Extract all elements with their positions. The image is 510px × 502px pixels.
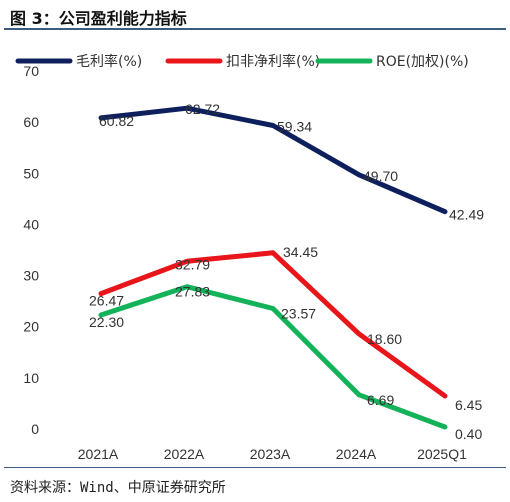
y-tick-label: 40	[23, 216, 39, 232]
data-label: 32.79	[175, 256, 210, 272]
legend: 毛利率(%) 扣非净利率(%) ROE(加权)(%)	[15, 53, 469, 70]
data-label: 42.49	[449, 207, 484, 223]
x-tick-label: 2024A	[336, 446, 377, 462]
data-label: 22.30	[89, 314, 124, 330]
series-line	[98, 284, 448, 430]
data-label: 0.40	[455, 426, 482, 442]
y-axis: 0 10 20 30 40 50 60 70	[23, 63, 39, 437]
data-label: 6.45	[455, 397, 482, 413]
x-tick-label: 2022A	[164, 446, 205, 462]
y-tick-label: 0	[31, 421, 39, 437]
legend-label: 扣非净利率(%)	[226, 53, 320, 70]
data-labels: 60.82 62.72 59.34 49.70 42.49 26.47 32.79 34.45…	[89, 101, 484, 442]
x-axis: 2021A 2022A 2023A 2024A 2025Q1	[78, 446, 467, 462]
legend-label: 毛利率(%)	[76, 53, 142, 70]
line-chart: 毛利率(%) 扣非净利率(%) ROE(加权)(%) 0 10 20 30 40 50 60 70…	[15, 53, 484, 462]
data-label: 60.82	[99, 113, 134, 129]
data-label: 6.69	[367, 392, 394, 408]
series-lines	[98, 105, 448, 430]
y-tick-label: 50	[23, 165, 39, 181]
y-tick-label: 10	[23, 370, 39, 386]
data-label: 18.60	[367, 331, 402, 347]
x-tick-label: 2021A	[78, 446, 119, 462]
y-tick-label: 70	[23, 63, 39, 79]
data-label: 26.47	[89, 293, 124, 309]
title-rule	[4, 28, 506, 30]
source-rule	[4, 467, 506, 468]
data-label: 49.70	[363, 168, 398, 184]
legend-label: ROE(加权)(%)	[376, 54, 469, 70]
y-tick-label: 30	[23, 268, 39, 284]
data-label: 27.83	[175, 284, 210, 300]
data-label: 62.72	[185, 101, 220, 117]
x-tick-label: 2023A	[250, 446, 291, 462]
y-tick-label: 20	[23, 319, 39, 335]
source-note: 资料来源：Wind、中原证券研究所	[10, 480, 226, 496]
series-line	[98, 105, 448, 215]
data-label: 34.45	[283, 244, 318, 260]
y-tick-label: 60	[23, 114, 39, 130]
data-label: 23.57	[281, 305, 316, 321]
x-tick-label: 2025Q1	[417, 446, 467, 462]
figure-title: 图 3：公司盈利能力指标	[10, 9, 187, 28]
series-line	[98, 250, 448, 399]
data-label: 59.34	[277, 119, 312, 135]
